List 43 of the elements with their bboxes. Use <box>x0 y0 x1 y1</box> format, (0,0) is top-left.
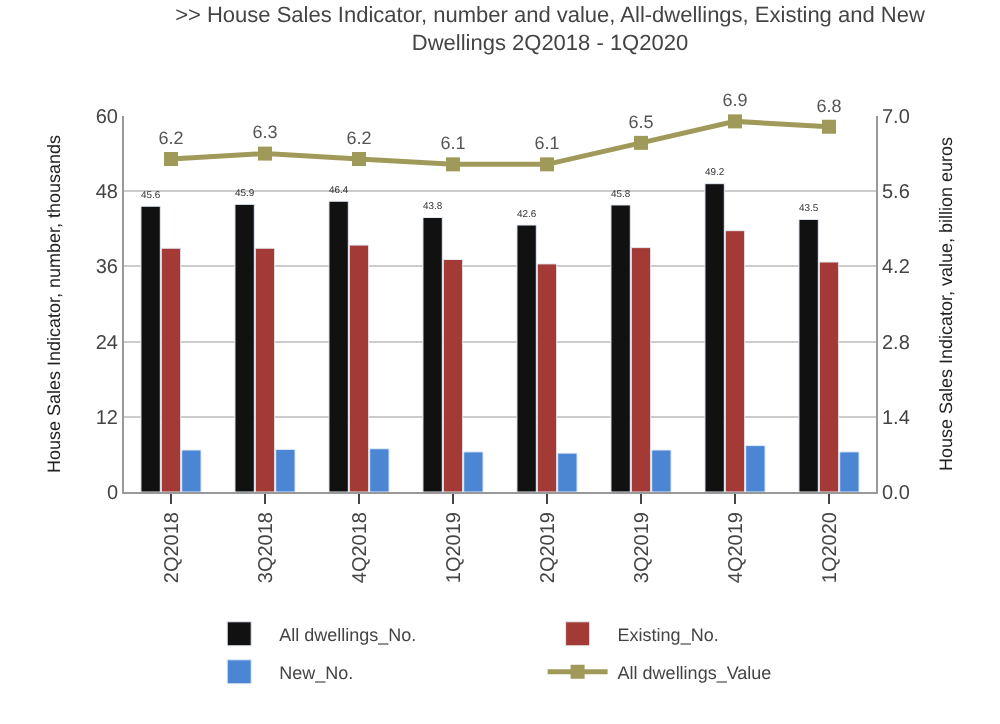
data-label: 6.2 <box>346 127 372 148</box>
y-axis-title: House Sales Indicator, number, thousands <box>44 133 65 474</box>
data-label: 6.5 <box>628 111 654 132</box>
legend-label: All dwellings_No. <box>279 624 417 645</box>
point <box>258 146 272 161</box>
legend-label: New_No. <box>279 662 354 683</box>
y-tick-label: 60 <box>95 107 119 129</box>
x-tick-label: 3Q2018 <box>255 511 278 584</box>
point <box>822 119 836 134</box>
x-tick-label: 4Q2019 <box>725 511 748 584</box>
data-label: 6.9 <box>722 90 748 111</box>
x-tick-label: 3Q2019 <box>631 511 654 584</box>
point <box>352 151 366 166</box>
x-tick-label: 2Q2018 <box>161 511 184 584</box>
y-tick-label: 12 <box>95 407 119 430</box>
y-tick-label: 36 <box>95 257 119 280</box>
y2-tick-label: 2.8 <box>882 332 911 355</box>
point <box>164 151 178 166</box>
y-tick-label: 48 <box>95 182 119 205</box>
y2-tick-label: 1.4 <box>882 407 911 430</box>
chart-title: >> House Sales Indicator, number and value, All-dwellings, Existing and New Dwellings 2Q2018 - 1Q2020 <box>175 3 925 57</box>
y2-tick-label: 0.0 <box>882 483 911 505</box>
data-label: 6.1 <box>534 133 560 154</box>
y-tick-label: 24 <box>95 332 119 355</box>
point <box>540 157 554 172</box>
point <box>728 114 742 129</box>
x-tick-label: 4Q2018 <box>349 511 372 584</box>
y2-tick-label: 4.2 <box>882 257 911 280</box>
y2-axis-title: House Sales Indicator, value, billion euros <box>936 135 957 472</box>
point <box>446 157 460 172</box>
x-tick-label: 1Q2019 <box>443 511 466 584</box>
point <box>634 135 648 150</box>
data-label: 6.2 <box>158 127 184 148</box>
legend-label: All dwellings_Value <box>617 662 772 683</box>
data-label: 6.8 <box>816 95 842 116</box>
data-label: 6.1 <box>440 133 466 154</box>
data-label: 6.3 <box>252 122 278 143</box>
x-tick-label: 1Q2020 <box>819 511 842 584</box>
y2-tick-label: 5.6 <box>882 182 911 205</box>
x-tick-label: 2Q2019 <box>537 511 560 584</box>
y2-tick-label: 7.0 <box>882 107 911 129</box>
legend-label: Existing_No. <box>617 624 719 645</box>
y-tick-label: 0 <box>106 483 119 505</box>
